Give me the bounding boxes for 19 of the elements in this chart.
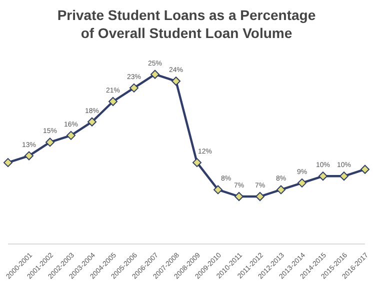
point	[24, 151, 34, 160]
point	[318, 172, 328, 181]
point	[340, 172, 348, 181]
point	[172, 76, 180, 86]
point	[214, 185, 222, 194]
point	[298, 178, 306, 188]
point	[46, 138, 54, 147]
point	[108, 97, 118, 106]
point	[256, 192, 264, 201]
point	[4, 158, 12, 168]
point	[234, 192, 244, 201]
point	[66, 130, 76, 140]
point	[276, 185, 286, 194]
point	[130, 83, 138, 92]
chart-title: Private Student Loans as a Percentage of Overall Student Loan Volume	[56, 6, 317, 42]
point	[88, 117, 96, 126]
point	[360, 164, 370, 174]
point	[150, 70, 160, 79]
point	[192, 158, 202, 168]
